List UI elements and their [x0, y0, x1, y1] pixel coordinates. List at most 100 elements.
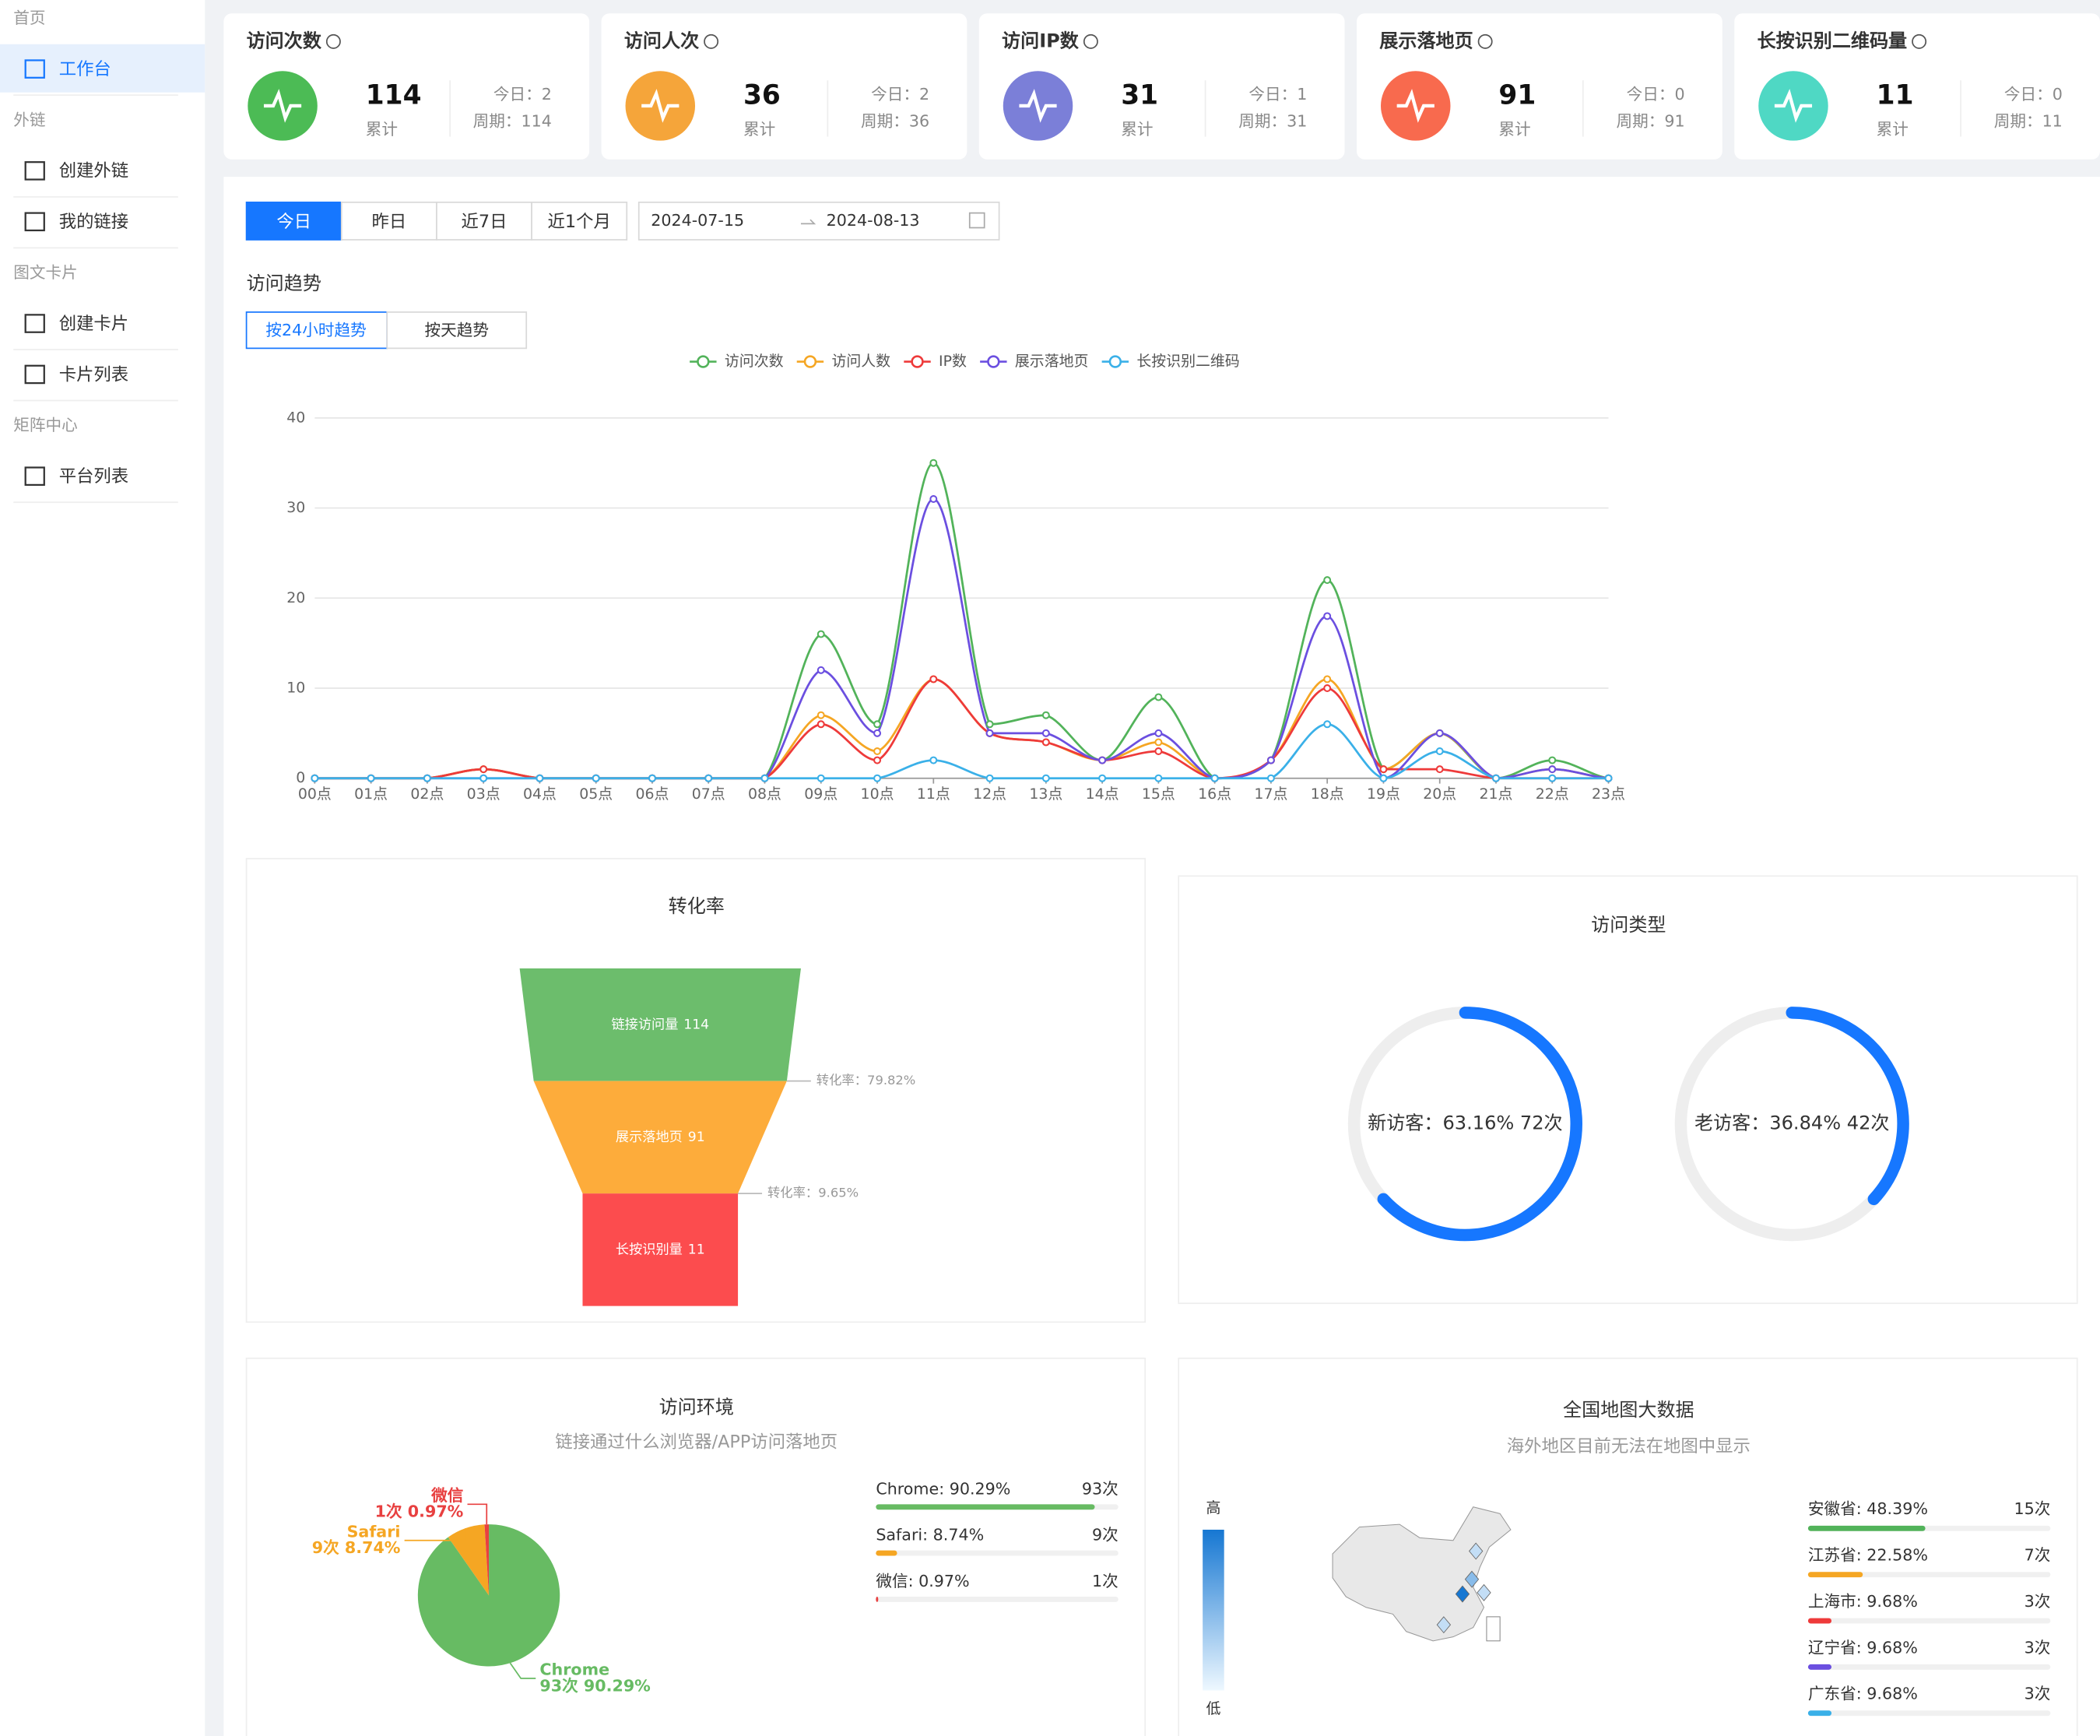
bar: [876, 1597, 879, 1602]
rank-label: 广东省: 9.68%: [1808, 1685, 1918, 1703]
point: [929, 495, 938, 503]
stat-value: 114: [366, 79, 422, 111]
help-icon: [1477, 33, 1493, 49]
funnel-segment: [533, 1081, 787, 1194]
bar-track: [876, 1597, 1118, 1602]
x-tick-label: 23点: [1592, 785, 1625, 803]
stat-card: [978, 13, 1345, 160]
point: [1210, 774, 1219, 782]
stat-card: [1357, 13, 1722, 160]
bar: [1807, 1525, 1926, 1531]
province: [1477, 1583, 1491, 1601]
stat-card: [223, 13, 590, 160]
calendar-icon: [968, 212, 985, 229]
menu-icon: [24, 59, 45, 79]
legend-marker: [987, 355, 1000, 368]
point: [1098, 774, 1107, 782]
legend-marker: [697, 355, 710, 368]
point: [816, 774, 825, 782]
list-count: 1次: [1092, 1572, 1118, 1590]
menu-item[interactable]: 创建卡片: [59, 314, 128, 334]
point: [1491, 774, 1500, 782]
stat-today: 今日：1: [1248, 85, 1307, 104]
stat-period: 周期：31: [1238, 112, 1307, 131]
bar-track: [1807, 1664, 2051, 1670]
x-tick-label: 20点: [1423, 785, 1456, 803]
china-map: [1332, 1506, 1512, 1642]
icon-glyph: [263, 89, 302, 123]
sidebar-section: 矩阵中心: [13, 416, 78, 434]
bar: [876, 1550, 897, 1556]
funnel-category: 展示落地页: [616, 1130, 683, 1145]
x-tick-label: 03点: [467, 785, 500, 803]
chart-subtitle: 链接通过什么浏览器/APP访问落地页: [555, 1432, 838, 1453]
card: [1178, 1357, 2078, 1736]
stat-title: 展示落地页: [1379, 30, 1473, 51]
filter-tab[interactable]: [531, 201, 628, 241]
point: [873, 774, 882, 782]
stat-total-label: 累计: [743, 120, 775, 139]
filter-tab-label: 今日: [276, 212, 311, 232]
stat-today: 今日：0: [2004, 85, 2063, 104]
icon-glyph: [641, 89, 680, 123]
point: [1266, 756, 1275, 764]
stat-period: 周期：91: [1616, 112, 1684, 131]
province: [1436, 1616, 1452, 1634]
rank-count: 3次: [2024, 1685, 2051, 1703]
point: [1041, 711, 1050, 719]
bar-track: [876, 1550, 1118, 1556]
province: [1469, 1542, 1484, 1560]
point: [1041, 729, 1050, 737]
visual-map-low: 低: [1206, 1700, 1220, 1717]
point: [929, 675, 938, 684]
point: [1548, 774, 1557, 782]
point: [1604, 774, 1613, 782]
point: [1041, 774, 1050, 782]
x-tick-label: 16点: [1198, 785, 1231, 803]
point: [929, 756, 938, 764]
list-label: Chrome: 90.29%: [876, 1479, 1010, 1498]
rank-count: 3次: [2024, 1592, 2051, 1611]
trend-tab[interactable]: [245, 311, 388, 350]
menu-item[interactable]: 创建外链: [59, 161, 128, 181]
point: [536, 774, 544, 782]
trend-tab[interactable]: [386, 311, 528, 350]
y-tick-label: 20: [286, 589, 305, 606]
stat-today: 今日：0: [1627, 85, 1685, 104]
funnel-segment: [519, 968, 801, 1081]
province: [1455, 1585, 1470, 1603]
x-tick-label: 07点: [692, 785, 725, 803]
point: [1154, 729, 1163, 737]
rank-count: 3次: [2024, 1638, 2051, 1657]
point: [479, 765, 488, 774]
bar: [1807, 1572, 1863, 1578]
menu-item[interactable]: 卡片列表: [59, 364, 128, 385]
help-icon: [1083, 33, 1098, 49]
stat-card: [601, 13, 967, 160]
point: [1435, 765, 1444, 774]
ring-label: 新访客：63.16% 72次: [1368, 1112, 1563, 1134]
stat-today: 今日：2: [871, 85, 929, 104]
point: [1435, 729, 1444, 737]
menu-item[interactable]: 工作台: [59, 59, 111, 79]
label-leader: [467, 1503, 488, 1525]
menu-item[interactable]: 平台列表: [59, 466, 128, 487]
funnel-value: 114: [683, 1017, 709, 1032]
x-tick-label: 17点: [1254, 785, 1287, 803]
bar-track: [1807, 1572, 2051, 1578]
bar: [1807, 1664, 1832, 1670]
point: [929, 459, 938, 467]
menu-icon: [24, 466, 45, 487]
funnel-segment: [582, 1193, 739, 1306]
x-tick-label: 15点: [1142, 785, 1175, 803]
list-label: Safari: 8.74%: [876, 1526, 984, 1544]
filter-tab[interactable]: [436, 201, 532, 241]
filter-tab-label: 近1个月: [548, 212, 611, 232]
y-tick-label: 30: [286, 499, 305, 516]
chart-title: 全国地图大数据: [1563, 1399, 1694, 1421]
menu-item[interactable]: 我的链接: [59, 212, 128, 232]
filter-tab[interactable]: [245, 201, 342, 241]
date-range[interactable]: [637, 201, 1000, 241]
